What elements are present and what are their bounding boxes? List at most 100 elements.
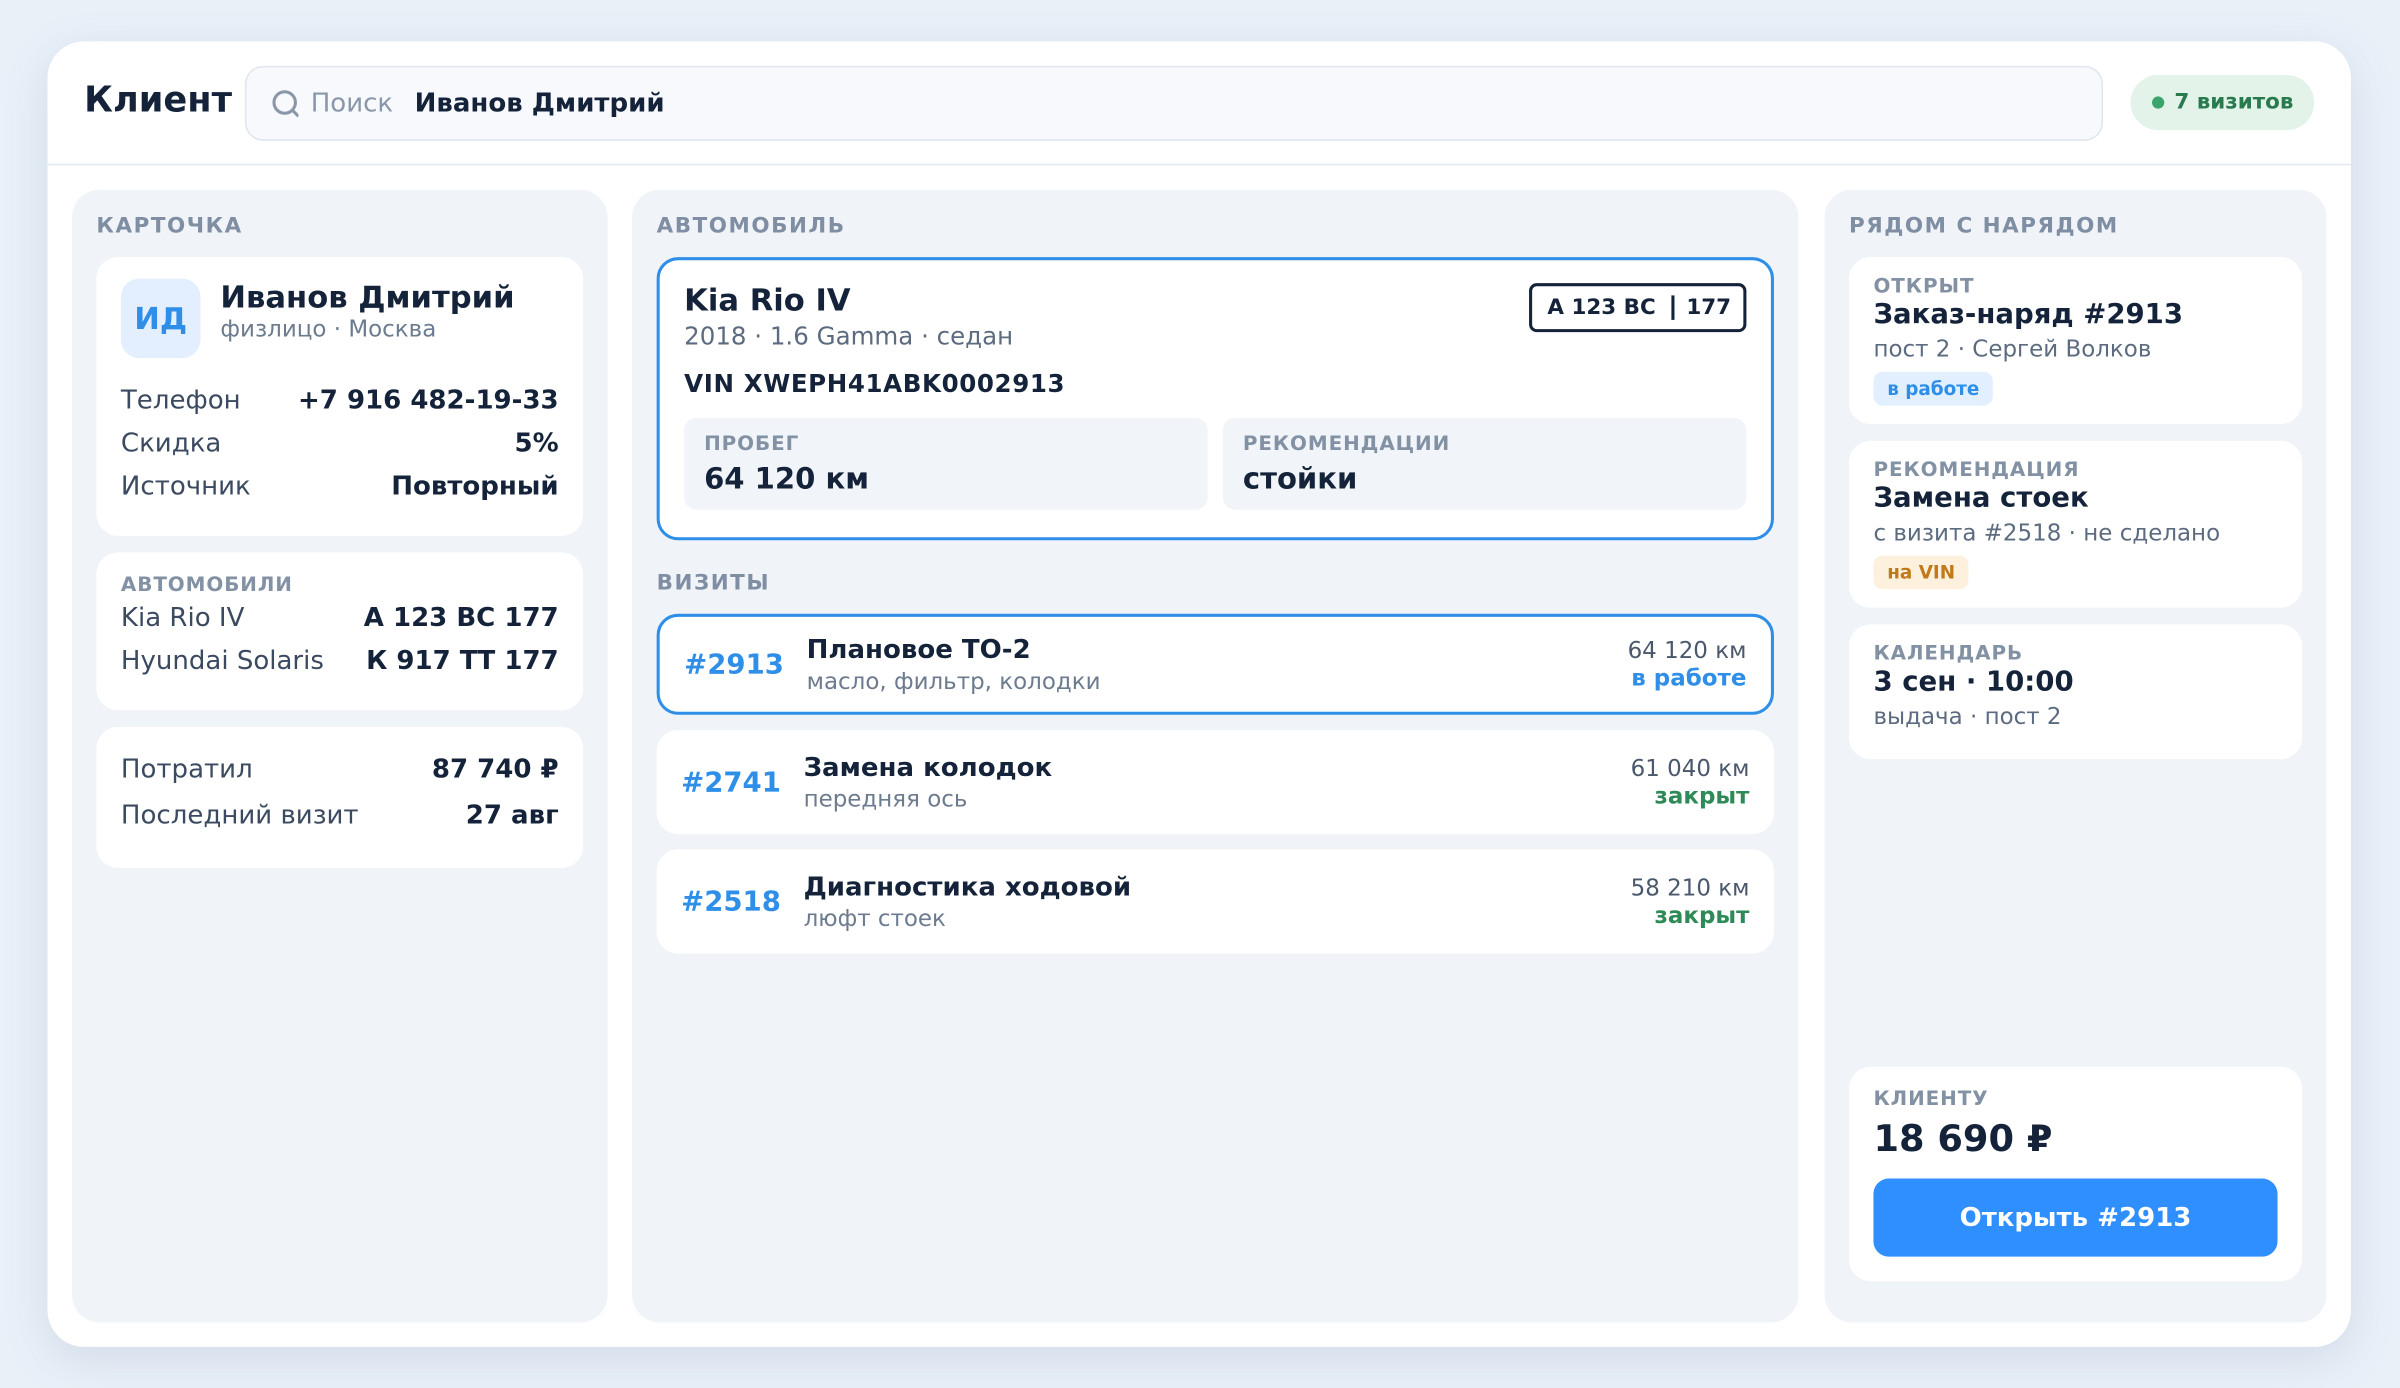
row: Hyundai Solaris К 917 ТТ 177 (121, 646, 559, 677)
vehicle-card: Kia Rio IV 2018 · 1.6 Gamma · седан VIN … (656, 257, 1774, 541)
row: Kia Rio IV А 123 ВС 177 (121, 603, 559, 634)
row-value: 87 740 ₽ (431, 754, 559, 786)
row-value: 27 авг (465, 800, 559, 832)
side-card[interactable]: КАЛЕНДАРЬ 3 сен · 10:00 выдача · пост 2 (1848, 624, 2303, 760)
side-desc: выдача · пост 2 (1873, 702, 2062, 731)
visit-status: закрыт (1654, 901, 1750, 930)
visit-id: #2913 (684, 648, 784, 681)
visits: #2913 Плановое ТО-2 масло, фильтр, колодки… (656, 613, 1774, 954)
section-label: РЯДОМ С НАРЯДОМ (1848, 214, 2119, 239)
visit-title: Диагностика ходовой (803, 871, 1132, 903)
side-card[interactable]: ОТКРЫТ Заказ-наряд #2913 пост 2 · Сергей В… (1848, 257, 2303, 424)
stats: Потратил 87 740 ₽ Последний визит 27 авг (121, 755, 559, 832)
side-title: Замена стоек (1873, 482, 2089, 515)
visit-id: #2741 (681, 766, 781, 799)
metric-label: ПРОБЕГ (704, 433, 800, 457)
profile-card: ИД Иванов Дмитрий физлицо · Москва Телефо… (96, 257, 584, 536)
side-title: 3 сен · 10:00 (1873, 665, 2074, 698)
row-value: +7 916 482-19-33 (297, 385, 559, 417)
section-label: ВИЗИТЫ (656, 570, 771, 596)
row-label: Телефон (120, 385, 241, 417)
row-value: А 123 ВС 177 (363, 603, 559, 634)
vehicle-column: АВТОМОБИЛЬ Kia Rio IV 2018 · 1.6 Gamma ·… (632, 189, 1799, 1323)
side-items: ОТКРЫТ Заказ-наряд #2913 пост 2 · Сергей В… (1848, 257, 2303, 760)
dot (2151, 96, 2164, 109)
visit-id: #2518 (681, 885, 781, 918)
visit-desc: люфт стоек (803, 903, 946, 932)
visit-title: Замена колодок (803, 752, 1053, 783)
client-name: Иванов Дмитрий (220, 278, 515, 316)
visit-meta: 64 120 км в работе (1628, 637, 1747, 692)
visit-status: в работе (1631, 664, 1747, 692)
row-value: Повторный (391, 471, 559, 503)
open-button[interactable]: Открыть #2913 (1873, 1178, 2278, 1257)
metric: ПРОБЕГ 64 120 км (684, 417, 1208, 510)
visit-mileage: 64 120 км (1627, 636, 1747, 665)
metric: РЕКОМЕНДАЦИИ стойки (1222, 417, 1747, 510)
visits-badge: 7 визитов (2130, 74, 2315, 131)
visit-meta: 58 210 км закрыт (1631, 874, 1750, 929)
row-label: Потратил (120, 754, 253, 786)
row-label: Hyundai Solaris (120, 645, 324, 677)
side-badge: в работе (1873, 371, 1994, 406)
search-icon (272, 89, 299, 117)
badge-text: 7 визитов (2174, 90, 2294, 115)
row: Потратил 87 740 ₽ (121, 755, 559, 786)
visit-text: Замена колодок передняя ось (804, 752, 1631, 812)
visit-status: закрыт (1654, 782, 1750, 810)
client-subtitle: физлицо · Москва (220, 315, 437, 343)
row-value: 5% (514, 428, 559, 460)
metric-value: стойки (1242, 462, 1358, 496)
visit-meta: 61 040 км закрыт (1631, 755, 1750, 810)
visit-row[interactable]: #2741 Замена колодок передняя ось 61 040 км… (656, 730, 1774, 835)
visit-mileage: 58 210 км (1630, 873, 1750, 902)
visit-text: Плановое ТО-2 масло, фильтр, колодки (807, 634, 1628, 694)
side-tag: РЕКОМЕНДАЦИЯ (1873, 459, 2080, 483)
window: Клиент Поиск Иванов Дмитрий 7 визитов КА… (47, 41, 2352, 1347)
search-value: Иванов Дмитрий (414, 88, 665, 119)
fields: Телефон +7 916 482-19-33 Скидка 5% Источник П… (121, 386, 559, 502)
row-label: Kia Rio IV (120, 603, 245, 634)
metric-value: 64 120 км (704, 462, 870, 496)
row-label: Последний визит (120, 800, 359, 832)
section-label: КАРТОЧКА (96, 214, 243, 239)
cars-card: АВТОМОБИЛИ Kia Rio IV А 123 ВС 177 Hyundai … (96, 552, 584, 711)
row: Источник Повторный (121, 471, 559, 502)
profile-head: ИД Иванов Дмитрий физлицо · Москва (120, 278, 559, 359)
cars-label: АВТОМОБИЛИ (120, 573, 293, 597)
visit-row[interactable]: #2518 Диагностика ходовой люфт стоек 58 210… (656, 849, 1774, 954)
visit-mileage: 61 040 км (1630, 754, 1750, 783)
title: Клиент (84, 81, 233, 121)
row-value: К 917 ТТ 177 (366, 645, 559, 677)
plate-region: 177 (1686, 295, 1732, 320)
visit-desc: масло, фильтр, колодки (806, 666, 1101, 695)
card-column: КАРТОЧКА ИД Иванов Дмитрий физлицо · Моск… (71, 189, 608, 1323)
plate-number: А 123 ВС (1532, 295, 1675, 320)
search-placeholder: Поиск (310, 88, 394, 119)
vehicle-name: Kia Rio IV (684, 281, 851, 319)
section-label: АВТОМОБИЛЬ (656, 214, 846, 239)
vehicle-details: 2018 · 1.6 Gamma · седан (684, 321, 1014, 351)
side-desc: пост 2 · Сергей Волков (1873, 335, 2152, 363)
visit-title: Плановое ТО-2 (806, 634, 1031, 666)
side-column: РЯДОМ С НАРЯДОМ ОТКРЫТ Заказ-наряд #2913 п… (1824, 189, 2327, 1323)
metric-label: РЕКОМЕНДАЦИИ (1242, 433, 1451, 457)
side-tag: ОТКРЫТ (1873, 275, 1975, 299)
plate: А 123 ВС 177 (1529, 283, 1747, 333)
row-label: Скидка (120, 428, 222, 460)
visit-row[interactable]: #2913 Плановое ТО-2 масло, фильтр, колодки… (656, 613, 1774, 715)
side-title: Заказ-наряд #2913 (1873, 298, 2184, 331)
row-label: Источник (120, 471, 251, 503)
avatar: ИД (120, 278, 201, 359)
metrics: ПРОБЕГ 64 120 км РЕКОМЕНДАЦИИ стойки (684, 417, 1747, 510)
visit-desc: передняя ось (803, 784, 968, 812)
search-box[interactable]: Поиск Иванов Дмитрий (244, 65, 2104, 141)
side-badge: на VIN (1873, 555, 1969, 590)
cars: Kia Rio IV А 123 ВС 177 Hyundai Solaris К 9… (121, 603, 559, 676)
client-card: КЛИЕНТУ 18 690 ₽ Открыть #2913 (1848, 1066, 2303, 1282)
side-card[interactable]: РЕКОМЕНДАЦИЯ Замена стоек с визита #2518 ·… (1848, 440, 2303, 608)
amount: 18 690 ₽ (1873, 1117, 2053, 1161)
side-tag: КАЛЕНДАРЬ (1873, 642, 2024, 666)
row: Последний визит 27 авг (121, 801, 559, 832)
